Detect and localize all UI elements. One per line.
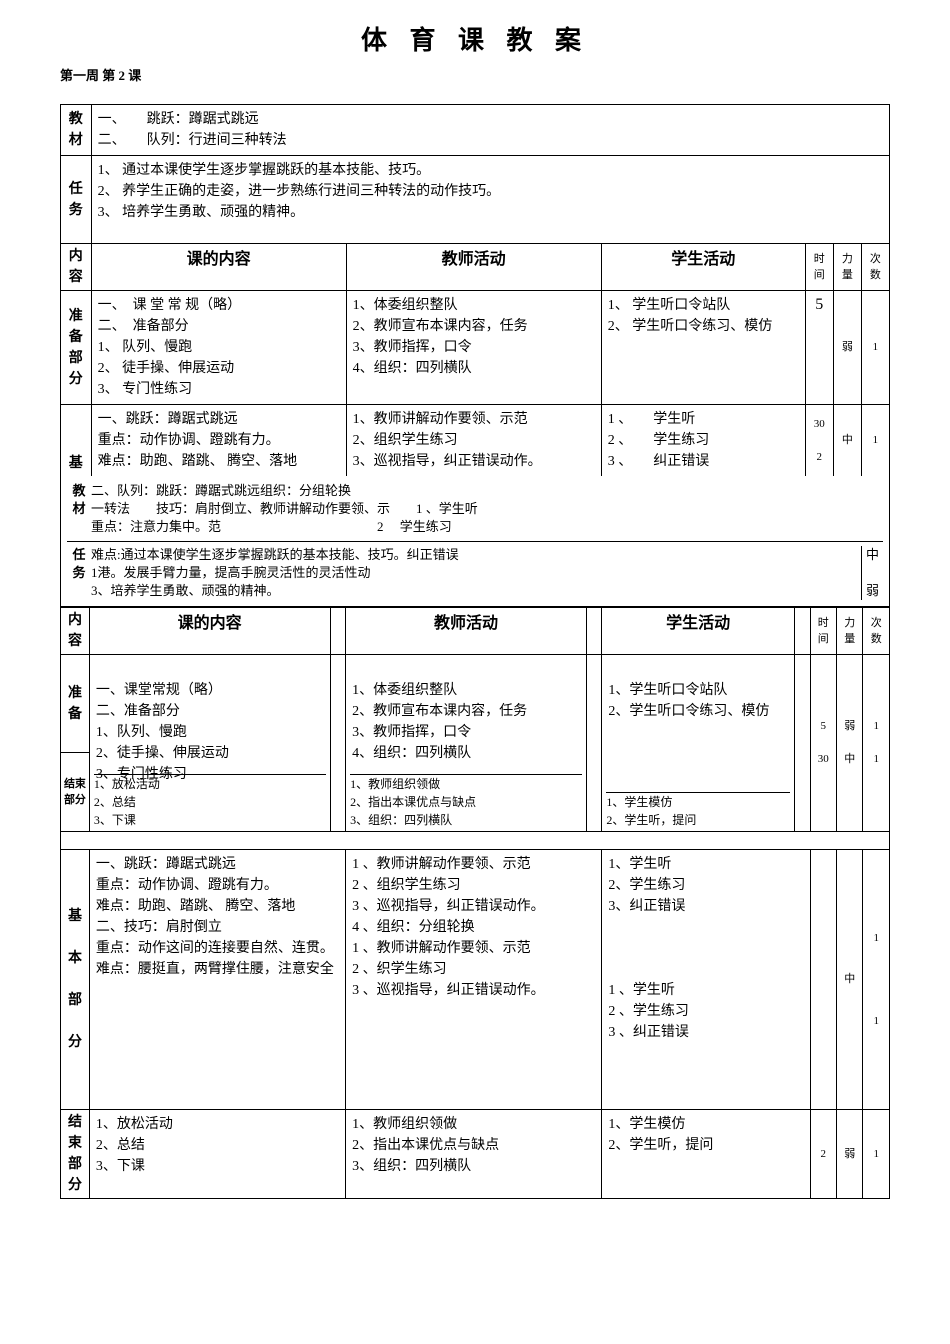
lesson-plan-table-1: 教材 一、 跳跃：蹲踞式跳远 二、 队列：行进间三种转法 任务 1、 通过本课使… <box>60 104 890 476</box>
label-prep: 准备部分 <box>61 291 92 405</box>
header-time: 时间 <box>805 244 833 291</box>
label-content-header: 内容 <box>61 244 92 291</box>
basic-count: 1 <box>861 405 889 477</box>
label-endover: 结束部分 <box>61 752 90 831</box>
lesson-plan-table-2: 内容 课的内容 教师活动 学生活动 时间 力量 次数 准备 一、课堂常规（略） … <box>60 607 890 1199</box>
label-content2: 内容 <box>61 608 90 655</box>
overlap-line5: 1港。发展手臂力量，提高手腕灵活性的灵活性动 <box>91 564 861 582</box>
prep2-count: 1 1 <box>863 655 890 832</box>
prep-teacher: 1、体委组织整队 2、教师宣布本课内容，任务 3、教师指挥，口令 4、组织：四列… <box>346 291 601 405</box>
end2-count: 1 <box>863 1110 890 1199</box>
label-material: 教材 <box>61 105 92 156</box>
header-intensity: 力量 <box>833 244 861 291</box>
material-content: 一、 跳跃：蹲踞式跳远 二、 队列：行进间三种转法 <box>91 105 889 156</box>
overlap-line6: 3、培养学生勇敢、顽强的精神。 <box>91 582 861 600</box>
prep-count: 1 <box>861 291 889 405</box>
header-student: 学生活动 <box>601 244 805 291</box>
basic-teacher: 1、教师讲解动作要领、示范 2、组织学生练习 3、巡视指导，纠正错误动作。 <box>346 405 601 477</box>
prep-time: 5 <box>805 291 833 405</box>
end2-content: 1、放松活动 2、总结 3、下课 <box>89 1110 345 1199</box>
prep-content: 一、 课 堂 常 规（略） 二、 准备部分 1、 队列、慢跑 2、 徒手操、伸展… <box>91 291 346 405</box>
basic2-intensity: 中 <box>837 850 863 1110</box>
header-teacher: 教师活动 <box>346 244 601 291</box>
prep2-content: 一、课堂常规（略） 二、准备部分 1、队列、慢跑 2、徒手操、伸展运动 3、专门… <box>89 655 330 832</box>
basic-time: 30 2 <box>805 405 833 477</box>
header2-count: 次数 <box>863 608 890 655</box>
overlap-int1: 中 <box>862 546 883 564</box>
document-title: 体 育 课 教 案 <box>60 20 890 57</box>
prep-intensity: 弱 <box>833 291 861 405</box>
basic-intensity: 中 <box>833 405 861 477</box>
basic2-time <box>810 850 836 1110</box>
header-course-content: 课的内容 <box>91 244 346 291</box>
end2-student: 1、学生模仿 2、学生听，提问 <box>602 1110 810 1199</box>
header2-intensity: 力量 <box>837 608 863 655</box>
basic2-teacher: 1 、教师讲解动作要领、示范 2 、组织学生练习 3 、巡视指导，纠正错误动作。… <box>346 850 602 1110</box>
header-count: 次数 <box>861 244 889 291</box>
basic-content: 一、跳跃：蹲踞式跳远 重点：动作协调、蹬跳有力。 难点：助跑、踏跳、 腾空、落地 <box>91 405 346 477</box>
overlap-line1: 二、队列：跳跃：蹲踞式跳远组织：分组轮换 <box>91 482 883 500</box>
label-end2: 结束部分 <box>61 1110 90 1199</box>
label-basic2: 基本部分 <box>61 850 90 1110</box>
overlap-line4: 难点:通过本课使学生逐步掌握跳跃的基本技能、技巧。纠正错误 <box>91 546 861 564</box>
label-basic: 基 <box>61 405 92 477</box>
prep2-intensity: 弱 中 <box>837 655 863 832</box>
basic2-student: 1、学生听 2、学生练习 3、纠正错误 1 、学生听 2 、学生练习 3 、纠正… <box>602 850 810 1110</box>
overlap-line3: 重点：注意力集中。范 2 学生练习 <box>91 518 883 536</box>
end2-time: 2 <box>810 1110 836 1199</box>
end2-intensity: 弱 <box>837 1110 863 1199</box>
prep2-student: 1、学生听口令站队 2、学生听口令练习、模仿 1、学生模仿 2、学生听，提问 <box>602 655 795 832</box>
overlap-int2: 弱 <box>862 582 883 600</box>
header2-course-content: 课的内容 <box>89 608 330 655</box>
basic2-count: 1 1 <box>863 850 890 1110</box>
prep2-time: 5 30 <box>810 655 836 832</box>
overlap-line2: 一转法 技巧：肩肘倒立、教师讲解动作要领、示 1 、学生听 <box>91 500 883 518</box>
basic2-content: 一、跳跃：蹲踞式跳远 重点：动作协调、蹬跳有力。 难点：助跑、踏跳、 腾空、落地… <box>89 850 345 1110</box>
label-prep2: 准备 <box>61 655 90 753</box>
label-task: 任务 <box>61 156 92 244</box>
end2-teacher: 1、教师组织领做 2、指出本课优点与缺点 3、组织：四列横队 <box>346 1110 602 1199</box>
header2-student: 学生活动 <box>602 608 795 655</box>
header2-teacher: 教师活动 <box>346 608 587 655</box>
task-content: 1、 通过本课使学生逐步掌握跳跃的基本技能、技巧。 2、 养学生正确的走姿，进一… <box>91 156 889 244</box>
overlap-zone: 教材 二、队列：跳跃：蹲踞式跳远组织：分组轮换 一转法 技巧：肩肘倒立、教师讲解… <box>60 476 890 607</box>
prep2-teacher: 1、体委组织整队 2、教师宣布本课内容，任务 3、教师指挥，口令 4、组织：四列… <box>346 655 587 832</box>
header2-time: 时间 <box>810 608 836 655</box>
prep-student: 1、 学生听口令站队 2、 学生听口令练习、模仿 <box>601 291 805 405</box>
document-subtitle: 第一周 第 2 课 <box>60 65 890 84</box>
basic-student: 1 、 学生听 2 、 学生练习 3 、 纠正错误 <box>601 405 805 477</box>
